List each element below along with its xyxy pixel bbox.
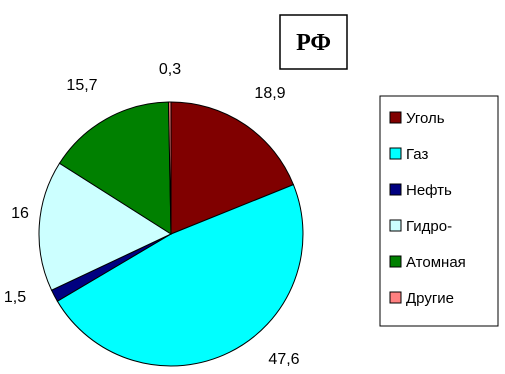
pie-slices <box>38 101 304 367</box>
data-label-1: 18,9 <box>254 85 285 102</box>
legend-swatch-1 <box>389 111 402 124</box>
legend-swatch-2 <box>389 147 402 160</box>
legend-frame <box>379 95 499 327</box>
legend-swatch-6 <box>389 291 402 304</box>
data-labels: 18,9 47,6 1,5 16 15,7 0,3 <box>4 61 300 368</box>
legend: Уголь Газ Нефть Гидро- Атомная Другие <box>379 95 499 327</box>
pie-slice-6 <box>168 101 172 235</box>
pie-slice-5 <box>58 101 172 235</box>
legend-swatch-3 <box>389 183 402 196</box>
pie-slice-1 <box>170 101 295 235</box>
chart-title: РФ <box>296 30 331 56</box>
pie-slice-4 <box>38 162 173 291</box>
data-label-3: 1,5 <box>4 289 26 306</box>
pie-slice-2 <box>56 183 304 367</box>
legend-label-3: Нефть <box>406 182 452 199</box>
legend-label-1: Уголь <box>406 110 445 127</box>
legend-label-6: Другие <box>406 290 454 307</box>
chart-title-box: РФ <box>279 14 348 70</box>
data-label-4: 16 <box>11 205 29 222</box>
title-frame <box>279 14 348 70</box>
legend-label-5: Атомная <box>406 254 466 271</box>
legend-swatch-5 <box>389 255 402 268</box>
legend-label-4: Гидро- <box>406 218 452 235</box>
legend-swatch-4 <box>389 219 402 232</box>
legend-label-2: Газ <box>406 146 428 163</box>
data-label-6: 0,3 <box>159 61 181 78</box>
data-label-2: 47,6 <box>268 351 299 368</box>
data-label-5: 15,7 <box>66 77 97 94</box>
